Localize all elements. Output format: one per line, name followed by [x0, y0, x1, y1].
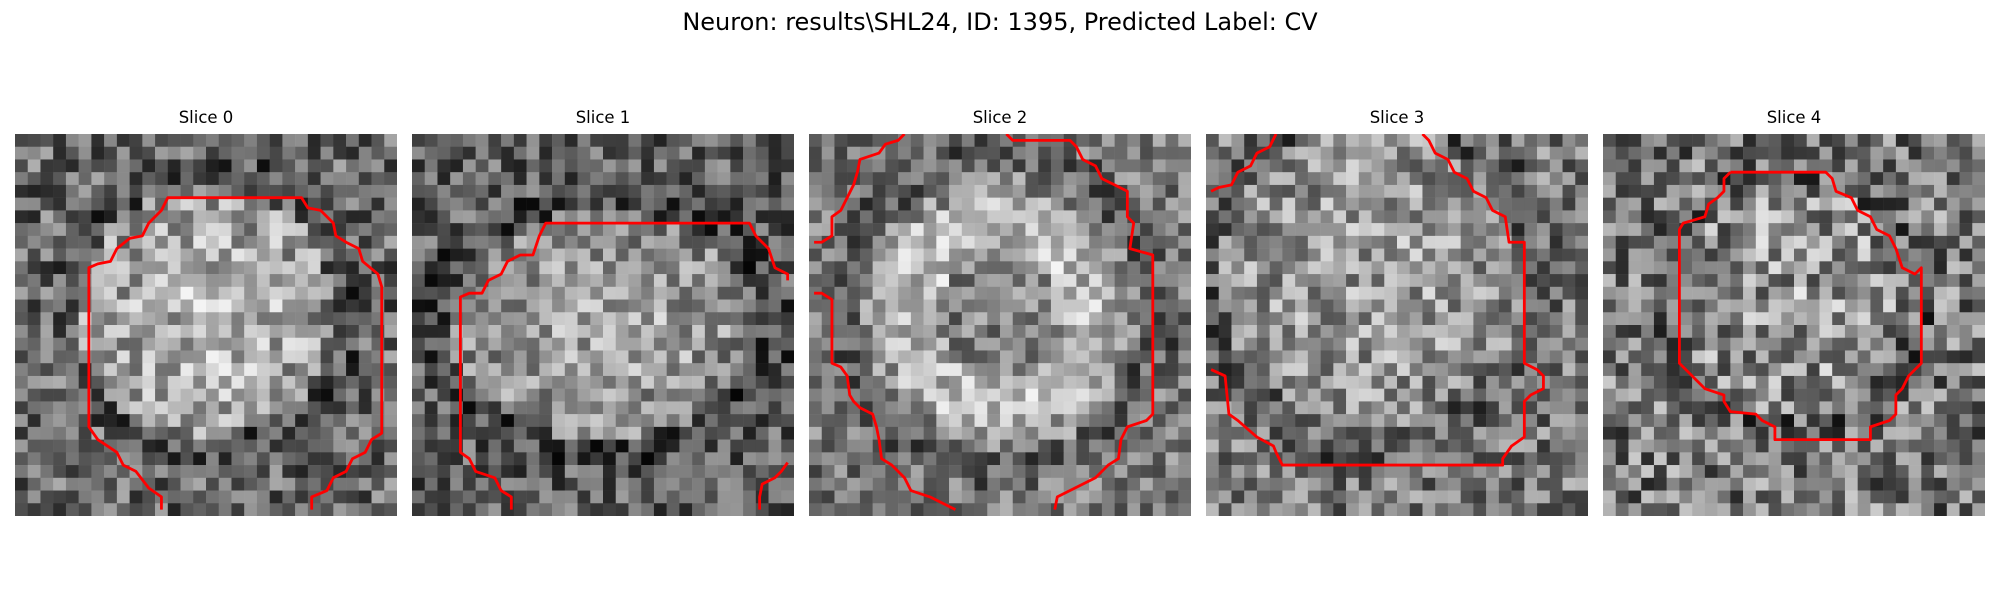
slice-title-3: Slice 3: [1369, 108, 1425, 127]
cell-contour-4-0: [1677, 170, 1923, 442]
slice-panel-0: Slice 0: [15, 106, 397, 518]
slice-image-2: [809, 134, 1191, 516]
cell-contour-2-0: [814, 134, 906, 244]
slice-title-2: Slice 2: [972, 108, 1028, 127]
cell-contour-3-1: [1210, 134, 1545, 467]
slice-panel-4: Slice 4: [1603, 106, 1985, 518]
cell-contour-1-1: [758, 461, 789, 510]
slice-image-0: [15, 134, 397, 516]
slice-title-0: Slice 0: [178, 108, 234, 127]
slice-image-1: [412, 134, 794, 516]
cell-contour-2-2: [1005, 134, 1155, 510]
figure-title: Neuron: results\SHL24, ID: 1395, Predict…: [682, 8, 1318, 36]
slice-image-3: [1206, 134, 1588, 516]
slice-panel-2: Slice 2: [809, 106, 1191, 518]
slice-title-4: Slice 4: [1766, 108, 1822, 127]
slice-image-4: [1603, 134, 1985, 516]
cell-contour-0-0: [87, 196, 384, 510]
cell-contour-2-1: [814, 291, 957, 511]
cell-contour-3-0: [1210, 134, 1278, 193]
cell-contour-1-0: [458, 221, 790, 510]
slice-panel-1: Slice 1: [412, 106, 794, 518]
slice-title-1: Slice 1: [575, 108, 631, 127]
slice-panel-3: Slice 3: [1206, 106, 1588, 518]
